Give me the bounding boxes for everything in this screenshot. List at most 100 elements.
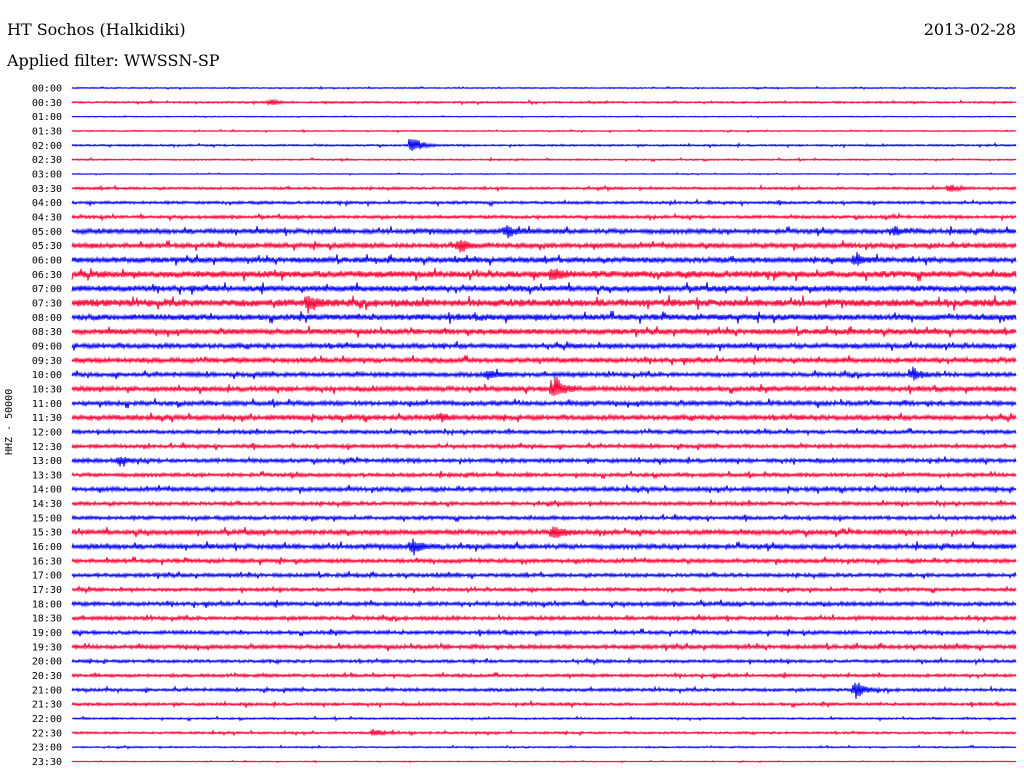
seismic-trace (71, 239, 1017, 253)
time-label: 06:00 (32, 255, 62, 266)
time-label: 08:00 (32, 313, 62, 324)
time-label: 11:00 (32, 399, 62, 410)
seismic-trace (71, 455, 1017, 467)
seismic-trace (71, 295, 1017, 314)
time-label: 23:30 (32, 757, 62, 768)
time-label: 04:30 (32, 212, 62, 223)
seismic-trace (71, 671, 1017, 680)
time-label: 11:30 (32, 413, 62, 424)
time-label: 20:00 (32, 657, 62, 668)
time-label: 15:30 (32, 528, 62, 539)
seismic-trace (71, 366, 1017, 381)
seismic-trace (71, 744, 1017, 750)
seismic-trace (71, 376, 1017, 397)
seismic-trace (71, 252, 1017, 266)
record-date: 2013-02-28 (923, 20, 1016, 39)
time-label: 17:30 (32, 585, 62, 596)
time-label: 19:00 (32, 628, 62, 639)
time-label: 01:30 (32, 126, 62, 137)
seismic-trace (71, 355, 1017, 366)
seismic-trace (71, 85, 1017, 91)
time-label: 09:00 (32, 341, 62, 352)
seismic-trace (71, 728, 1017, 737)
time-label: 19:30 (32, 642, 62, 653)
time-label: 09:30 (32, 356, 62, 367)
time-label: 13:00 (32, 456, 62, 467)
time-label: 15:00 (32, 513, 62, 524)
time-label: 16:30 (32, 556, 62, 567)
seismic-trace (71, 172, 1017, 176)
time-label: 07:30 (32, 298, 62, 309)
seismic-trace (71, 470, 1017, 480)
time-label: 03:00 (32, 169, 62, 180)
seismic-trace (71, 212, 1017, 222)
time-label: 23:00 (32, 743, 62, 754)
seismic-trace (71, 715, 1017, 722)
time-label: 01:00 (32, 112, 62, 123)
seismic-trace (71, 325, 1017, 338)
seismic-trace (71, 114, 1017, 119)
time-label: 21:30 (32, 700, 62, 711)
time-label: 02:00 (32, 141, 62, 152)
time-label: 18:30 (32, 614, 62, 625)
seismic-trace (71, 584, 1017, 595)
seismic-trace (71, 128, 1017, 134)
seismic-trace (71, 183, 1017, 193)
time-label: 06:30 (32, 270, 62, 281)
time-label: 12:30 (32, 442, 62, 453)
time-label: 16:00 (32, 542, 62, 553)
time-label: 02:30 (32, 155, 62, 166)
seismic-trace (71, 156, 1017, 163)
seismic-trace (71, 641, 1017, 652)
filter-label: Applied filter: WWSSN-SP (7, 51, 220, 70)
seismic-trace (71, 571, 1017, 580)
time-label: 08:30 (32, 327, 62, 338)
seismic-trace (71, 526, 1017, 539)
time-label: 05:30 (32, 241, 62, 252)
seismic-trace (71, 398, 1017, 409)
time-label: 17:00 (32, 571, 62, 582)
time-label: 10:00 (32, 370, 62, 381)
seismic-trace (71, 512, 1017, 523)
time-label: 22:30 (32, 728, 62, 739)
seismic-trace (71, 699, 1017, 710)
time-label: 00:30 (32, 98, 62, 109)
seismic-trace (71, 310, 1017, 324)
seismic-trace (71, 441, 1017, 451)
seismic-trace (71, 682, 1017, 699)
seismic-trace (71, 484, 1017, 494)
seismic-trace (71, 98, 1017, 107)
time-label: 12:00 (32, 427, 62, 438)
time-label: 22:00 (32, 714, 62, 725)
seismic-trace (71, 198, 1017, 208)
time-label: 21:00 (32, 685, 62, 696)
time-label: 04:00 (32, 198, 62, 209)
time-label: 14:00 (32, 485, 62, 496)
seismic-trace (71, 267, 1017, 282)
seismic-trace (71, 556, 1017, 566)
seismic-trace (71, 627, 1017, 637)
time-label: 03:30 (32, 184, 62, 195)
seismic-trace (71, 412, 1017, 423)
station-title: HT Sochos (Halkidiki) (7, 20, 186, 39)
seismic-trace (71, 538, 1017, 556)
seismic-trace (71, 599, 1017, 609)
time-label: 10:30 (32, 384, 62, 395)
time-label: 18:00 (32, 599, 62, 610)
time-label: 00:00 (32, 84, 62, 95)
seismic-trace (71, 613, 1017, 623)
seismic-trace (71, 282, 1017, 295)
seismic-trace (71, 138, 1017, 152)
time-label: 14:30 (32, 499, 62, 510)
time-label: 07:00 (32, 284, 62, 295)
seismic-trace (71, 656, 1017, 666)
time-label: 13:30 (32, 470, 62, 481)
seismic-trace (71, 341, 1017, 352)
seismic-trace (71, 225, 1017, 239)
seismic-trace (71, 427, 1017, 437)
seismic-trace (71, 759, 1017, 764)
seismic-trace (71, 499, 1017, 509)
time-label: 20:30 (32, 671, 62, 682)
time-label: 05:00 (32, 227, 62, 238)
